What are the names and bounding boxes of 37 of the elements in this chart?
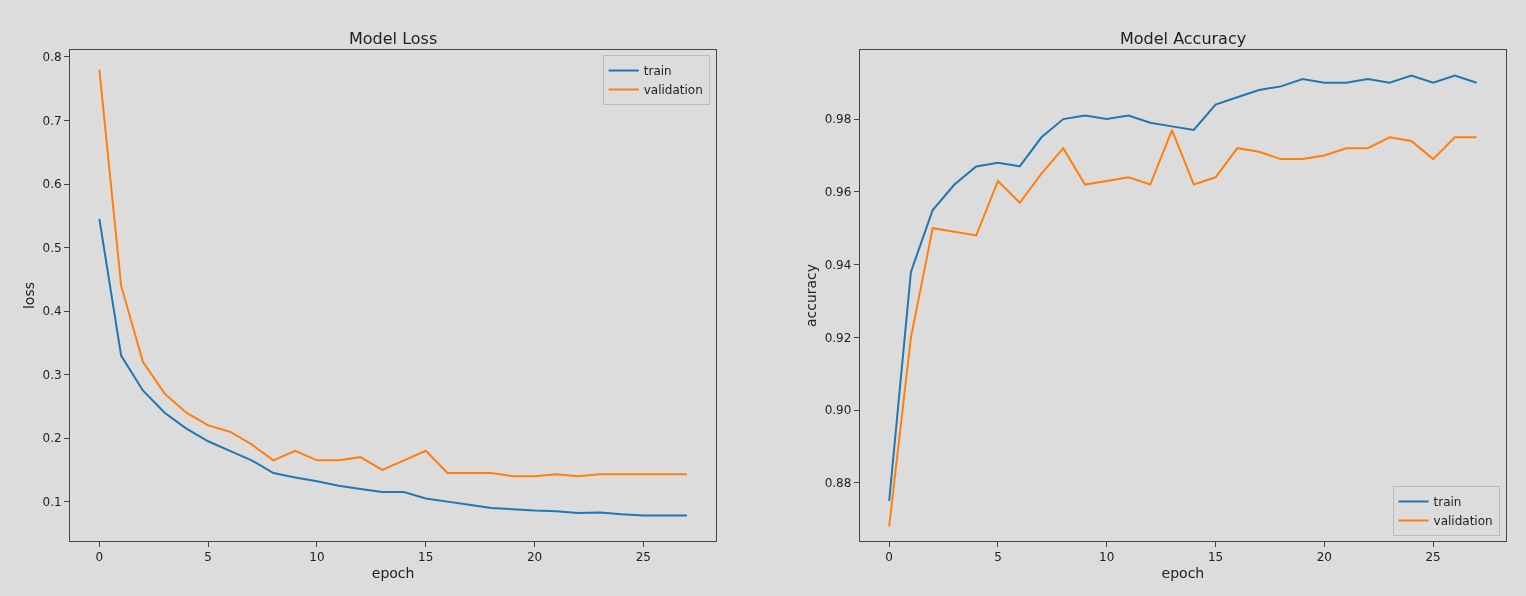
legend-label: train — [1433, 495, 1462, 510]
x-tick-label: 10 — [309, 550, 325, 565]
y-tick-label: 0.3 — [42, 367, 62, 382]
y-tick-label: 0.2 — [42, 431, 62, 446]
y-tick-label: 0.4 — [42, 304, 62, 319]
x-tick-label: 10 — [1099, 550, 1115, 565]
y-tick-label: 0.96 — [824, 185, 852, 200]
x-tick-label: 15 — [418, 550, 434, 565]
x-tick-label: 5 — [204, 550, 212, 565]
x-tick-label: 20 — [526, 550, 543, 565]
y-axis-title: loss — [21, 281, 38, 310]
y-axis-title: accuracy — [803, 263, 820, 328]
y-tick-label: 0.7 — [42, 113, 62, 128]
x-tick-label: 5 — [994, 550, 1002, 565]
y-tick-label: 0.5 — [42, 240, 62, 255]
x-axis-title: epoch — [1161, 564, 1205, 581]
x-tick-label: 20 — [1316, 550, 1332, 565]
x-tick-label: 0 — [885, 550, 893, 565]
y-tick-label: 0.6 — [42, 177, 62, 192]
y-tick-label: 0.1 — [42, 494, 62, 509]
x-axis-title: epoch — [371, 564, 415, 581]
legend-label: train — [643, 64, 672, 79]
chart-title: Model Accuracy — [1120, 29, 1247, 48]
y-tick-label: 0.98 — [824, 112, 852, 127]
x-tick-label: 25 — [1425, 550, 1441, 565]
y-tick-label: 0.94 — [824, 257, 852, 272]
y-tick-label: 0.8 — [42, 50, 62, 65]
x-tick-label: 25 — [635, 550, 651, 565]
x-tick-label: 0 — [95, 550, 104, 565]
line-series — [98, 217, 688, 517]
y-tick-label: 0.92 — [824, 330, 852, 345]
y-tick-label: 0.88 — [824, 476, 852, 491]
y-tick-label: 0.90 — [824, 403, 852, 418]
x-tick-label: 15 — [1207, 550, 1224, 565]
legend-label: validation — [643, 83, 703, 98]
chart-title: Model Loss — [349, 29, 438, 48]
legend-label: validation — [1433, 514, 1493, 529]
